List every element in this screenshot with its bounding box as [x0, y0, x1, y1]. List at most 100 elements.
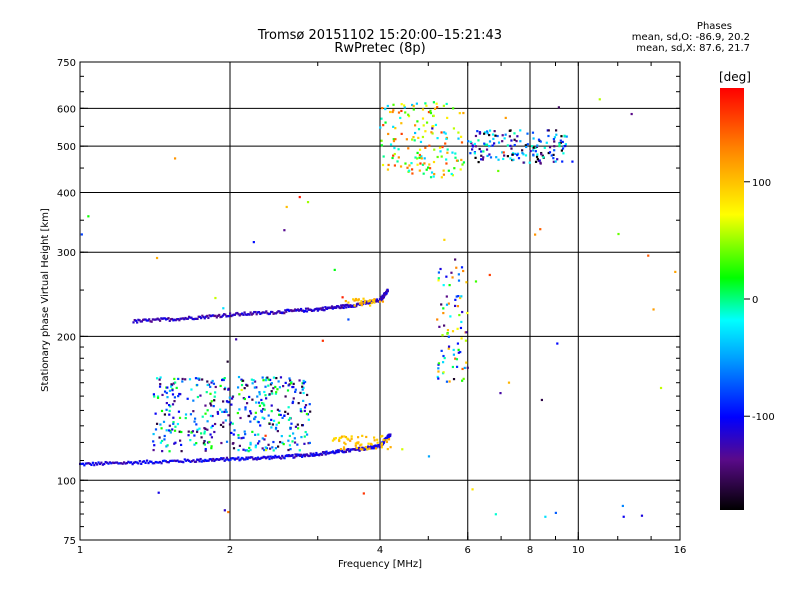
data-point — [368, 447, 371, 450]
data-point — [436, 137, 439, 140]
data-point — [208, 314, 211, 317]
data-point — [196, 458, 199, 461]
data-point — [185, 459, 188, 462]
data-point — [204, 315, 208, 318]
data-point — [110, 462, 113, 465]
data-point — [236, 411, 239, 415]
data-point — [460, 158, 463, 162]
data-point — [224, 386, 227, 390]
data-point — [150, 460, 153, 463]
data-point — [437, 271, 441, 274]
data-point — [249, 441, 252, 444]
data-point — [239, 416, 242, 420]
data-point — [435, 102, 438, 105]
data-point — [447, 347, 450, 350]
data-point — [281, 441, 284, 444]
data-point — [175, 386, 178, 390]
data-point — [213, 430, 216, 434]
data-point — [242, 436, 245, 439]
data-point — [485, 143, 489, 146]
data-point — [227, 388, 230, 391]
data-point — [321, 306, 324, 309]
data-point — [438, 146, 442, 149]
data-point — [223, 388, 226, 391]
data-point — [287, 308, 290, 311]
data-point — [340, 435, 344, 438]
data-point — [228, 396, 231, 399]
data-point — [262, 408, 265, 411]
data-point — [380, 139, 383, 142]
data-point — [140, 320, 144, 323]
data-point — [382, 295, 385, 299]
data-point — [425, 104, 428, 107]
data-point — [441, 361, 445, 364]
data-point — [167, 317, 170, 320]
data-point — [262, 455, 265, 458]
data-point — [213, 395, 216, 398]
data-point — [252, 458, 255, 461]
data-point — [335, 451, 339, 454]
data-point — [446, 329, 450, 332]
data-point — [464, 339, 468, 342]
data-point — [501, 140, 504, 143]
data-point — [94, 462, 97, 465]
data-point — [598, 98, 601, 101]
data-point — [510, 139, 513, 142]
data-point — [429, 109, 432, 112]
data-point — [537, 138, 541, 141]
data-point — [206, 428, 209, 431]
data-point — [474, 145, 477, 148]
data-point — [258, 440, 261, 443]
data-point — [299, 454, 302, 458]
data-point — [178, 416, 182, 419]
data-point — [255, 386, 258, 389]
data-point — [320, 307, 323, 310]
data-point — [246, 457, 249, 461]
data-point — [263, 408, 266, 411]
data-point — [207, 383, 211, 386]
data-point — [282, 385, 285, 388]
data-point — [521, 151, 524, 155]
data-point — [308, 403, 311, 406]
data-point — [182, 461, 185, 464]
data-point — [134, 319, 138, 322]
data-point — [283, 414, 286, 417]
data-point — [123, 461, 126, 464]
data-point — [517, 157, 521, 160]
data-point — [534, 150, 537, 153]
data-point — [354, 442, 357, 445]
data-point — [325, 450, 328, 453]
data-point — [348, 450, 352, 453]
data-point — [254, 415, 257, 419]
data-point — [257, 421, 260, 424]
data-point — [201, 378, 204, 381]
data-point — [367, 300, 370, 303]
data-point — [288, 434, 291, 438]
data-point — [436, 375, 439, 379]
data-point — [382, 441, 385, 444]
data-point — [231, 314, 234, 317]
data-point — [497, 141, 501, 144]
data-point — [314, 453, 317, 457]
data-point — [235, 338, 238, 341]
data-point — [361, 448, 364, 451]
data-point — [156, 317, 159, 320]
data-point — [444, 142, 447, 145]
data-point — [399, 165, 403, 168]
data-point — [480, 158, 483, 161]
data-point — [247, 313, 250, 316]
data-point — [429, 111, 433, 115]
data-point — [81, 462, 85, 465]
data-point — [456, 342, 460, 345]
data-point — [183, 318, 186, 321]
data-point — [278, 310, 281, 313]
data-point — [310, 453, 313, 456]
data-point — [442, 311, 445, 315]
data-point — [228, 423, 232, 426]
data-point — [296, 443, 299, 446]
data-point — [245, 456, 248, 459]
data-point — [281, 416, 284, 419]
data-point — [454, 357, 457, 360]
data-point — [143, 460, 146, 463]
data-point — [243, 458, 246, 461]
